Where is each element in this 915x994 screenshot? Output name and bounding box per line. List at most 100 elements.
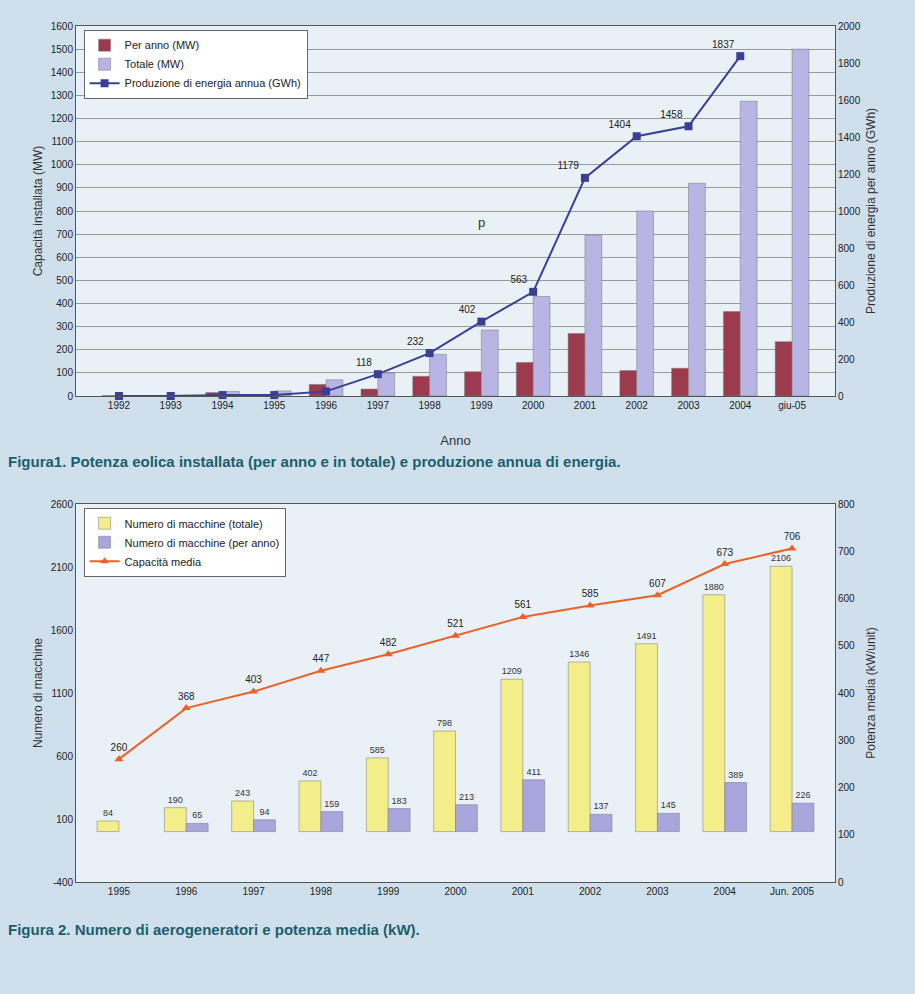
svg-text:600: 600 <box>56 252 73 263</box>
svg-text:706: 706 <box>784 531 801 542</box>
svg-text:2000: 2000 <box>444 886 467 897</box>
svg-text:-400: -400 <box>53 877 73 888</box>
svg-text:260: 260 <box>111 742 128 753</box>
svg-text:1404: 1404 <box>608 119 631 130</box>
svg-text:200: 200 <box>838 354 855 365</box>
svg-text:Anno: Anno <box>440 433 470 448</box>
svg-text:673: 673 <box>716 547 733 558</box>
svg-text:Numero di macchine: Numero di macchine <box>31 638 45 748</box>
svg-text:402: 402 <box>302 768 317 778</box>
svg-text:1998: 1998 <box>310 886 333 897</box>
svg-text:Jun. 2005: Jun. 2005 <box>770 886 814 897</box>
svg-text:100: 100 <box>838 829 855 840</box>
svg-text:1880: 1880 <box>704 582 724 592</box>
svg-text:1458: 1458 <box>660 109 683 120</box>
svg-text:2000: 2000 <box>838 21 861 32</box>
svg-text:200: 200 <box>838 782 855 793</box>
svg-text:2001: 2001 <box>574 400 597 411</box>
svg-text:500: 500 <box>838 640 855 651</box>
svg-text:2002: 2002 <box>579 886 602 897</box>
svg-text:2003: 2003 <box>646 886 669 897</box>
svg-text:800: 800 <box>838 499 855 510</box>
svg-text:0: 0 <box>838 391 844 402</box>
svg-text:1995: 1995 <box>108 886 131 897</box>
svg-text:118: 118 <box>356 357 372 368</box>
svg-text:1100: 1100 <box>51 688 73 699</box>
svg-text:2003: 2003 <box>677 400 700 411</box>
svg-text:2002: 2002 <box>626 400 649 411</box>
svg-text:Potenza media (kW/unit): Potenza media (kW/unit) <box>864 627 878 758</box>
svg-text:200: 200 <box>56 344 73 355</box>
svg-text:226: 226 <box>795 790 810 800</box>
svg-text:700: 700 <box>838 546 855 557</box>
svg-text:1400: 1400 <box>51 67 74 78</box>
svg-text:600: 600 <box>838 280 855 291</box>
svg-text:700: 700 <box>56 229 73 240</box>
svg-text:561: 561 <box>514 599 531 610</box>
svg-text:1996: 1996 <box>175 886 198 897</box>
svg-text:1600: 1600 <box>51 625 74 636</box>
svg-text:243: 243 <box>235 788 250 798</box>
svg-text:900: 900 <box>56 182 73 193</box>
svg-text:190: 190 <box>168 795 183 805</box>
svg-text:1996: 1996 <box>315 400 338 411</box>
svg-text:403: 403 <box>245 674 262 685</box>
svg-text:2106: 2106 <box>771 553 791 563</box>
svg-text:1998: 1998 <box>418 400 441 411</box>
svg-text:368: 368 <box>178 691 195 702</box>
svg-text:500: 500 <box>56 275 73 286</box>
svg-text:400: 400 <box>56 298 73 309</box>
svg-text:2600: 2600 <box>51 499 74 510</box>
svg-text:1994: 1994 <box>211 400 234 411</box>
svg-text:585: 585 <box>582 588 599 599</box>
svg-text:798: 798 <box>437 718 452 728</box>
svg-text:1100: 1100 <box>51 136 73 147</box>
svg-text:84: 84 <box>103 808 113 818</box>
svg-text:607: 607 <box>649 578 666 589</box>
svg-text:100: 100 <box>56 814 73 825</box>
svg-text:65: 65 <box>192 810 202 820</box>
svg-text:1400: 1400 <box>838 132 861 143</box>
svg-text:2004: 2004 <box>714 886 737 897</box>
svg-text:2100: 2100 <box>51 562 74 573</box>
svg-text:447: 447 <box>313 653 330 664</box>
svg-text:1000: 1000 <box>51 159 74 170</box>
svg-text:1800: 1800 <box>838 58 861 69</box>
svg-text:563: 563 <box>510 274 527 285</box>
svg-text:800: 800 <box>838 243 855 254</box>
svg-text:1995: 1995 <box>263 400 286 411</box>
svg-text:482: 482 <box>380 637 397 648</box>
svg-text:1600: 1600 <box>838 95 861 106</box>
svg-text:411: 411 <box>527 767 541 777</box>
svg-text:232: 232 <box>407 336 424 347</box>
svg-text:400: 400 <box>838 688 855 699</box>
svg-text:2001: 2001 <box>512 886 535 897</box>
svg-text:1997: 1997 <box>242 886 265 897</box>
svg-text:2000: 2000 <box>522 400 545 411</box>
svg-text:1999: 1999 <box>377 886 400 897</box>
svg-text:145: 145 <box>661 800 676 810</box>
svg-text:300: 300 <box>838 735 855 746</box>
svg-text:1837: 1837 <box>712 39 735 50</box>
svg-text:1500: 1500 <box>51 44 74 55</box>
svg-text:400: 400 <box>838 317 855 328</box>
svg-text:94: 94 <box>260 807 270 817</box>
svg-text:Produzione di energia per anno: Produzione di energia per anno (GWh) <box>864 108 878 314</box>
svg-text:1000: 1000 <box>838 206 861 217</box>
svg-text:Produzione di energia annua (G: Produzione di energia annua (GWh) <box>125 77 301 89</box>
svg-text:1179: 1179 <box>557 160 579 171</box>
svg-text:600: 600 <box>56 751 73 762</box>
svg-text:521: 521 <box>447 618 464 629</box>
svg-text:Capacità installata (MW): Capacità installata (MW) <box>31 146 45 277</box>
svg-text:1993: 1993 <box>160 400 183 411</box>
svg-text:p: p <box>478 215 485 230</box>
svg-text:585: 585 <box>370 745 385 755</box>
svg-text:159: 159 <box>324 799 339 809</box>
svg-text:800: 800 <box>56 206 73 217</box>
svg-text:183: 183 <box>392 796 407 806</box>
svg-text:137: 137 <box>594 801 609 811</box>
svg-text:1491: 1491 <box>636 631 656 641</box>
svg-text:0: 0 <box>838 877 844 888</box>
svg-text:Per anno (MW): Per anno (MW) <box>125 39 200 51</box>
svg-text:Numero di macchine (totale): Numero di macchine (totale) <box>125 518 263 530</box>
